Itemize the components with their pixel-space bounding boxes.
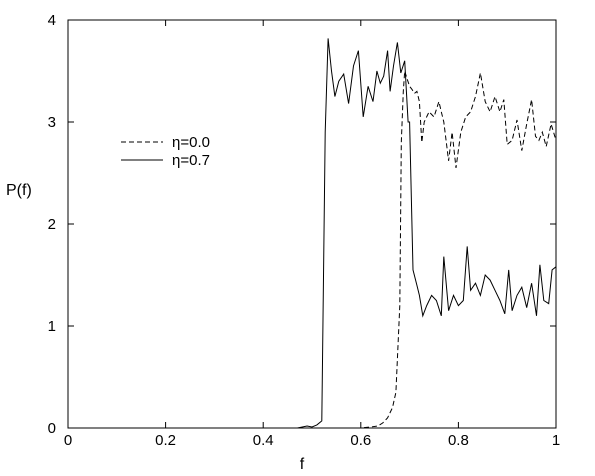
x-tick-label: 0.2	[155, 432, 176, 449]
x-tick-label: 1	[552, 432, 560, 449]
legend-label-eta-0-7: η=0.7	[172, 152, 210, 169]
legend: η=0.0 η=0.7	[121, 134, 210, 169]
series-line-1	[68, 38, 557, 429]
legend-label-eta-0: η=0.0	[172, 134, 210, 151]
series-line-0	[68, 70, 557, 429]
y-tick-label: 3	[48, 114, 56, 131]
y-tick-label: 2	[48, 216, 56, 233]
ticks-layer: 0 0.2 0.4 0.6 0.8 1 0 1 2 3 4	[48, 12, 561, 449]
y-tick-label: 4	[48, 12, 56, 29]
x-tick-label: 0.8	[448, 432, 469, 449]
x-tick-label: 0.6	[350, 432, 371, 449]
y-tick-label: 1	[48, 318, 56, 335]
y-axis-label: P(f)	[6, 182, 32, 199]
x-tick-label: 0.4	[253, 432, 274, 449]
series-layer	[68, 38, 557, 429]
x-axis-label: f	[300, 456, 305, 473]
y-tick-label: 0	[48, 420, 56, 437]
plot-frame	[67, 19, 557, 429]
x-tick-label: 0	[64, 432, 72, 449]
